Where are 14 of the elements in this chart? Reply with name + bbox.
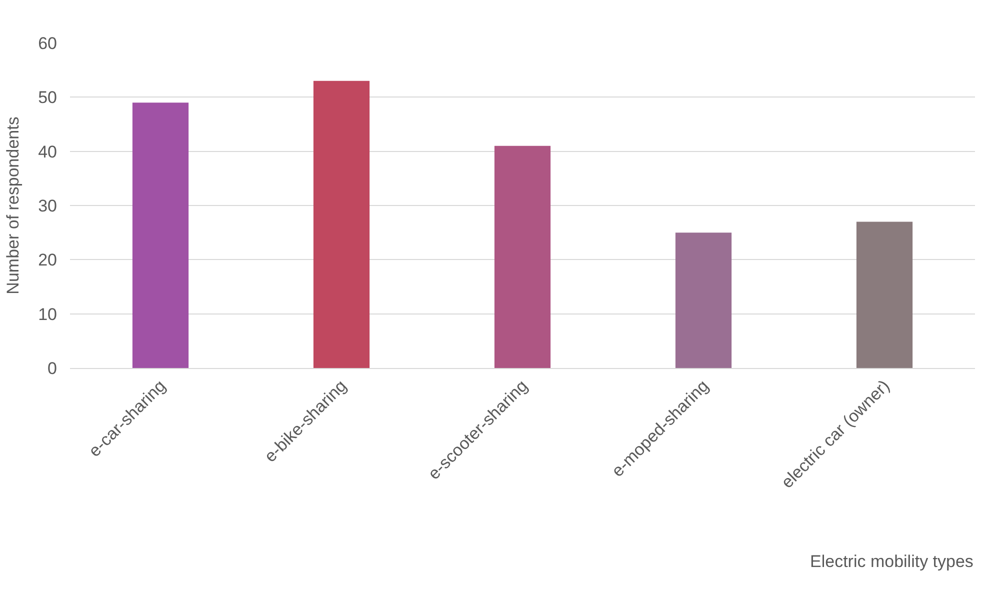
y-tick-label: 50 bbox=[38, 88, 57, 108]
bar bbox=[675, 232, 732, 368]
bar bbox=[313, 80, 370, 368]
y-tick-label: 20 bbox=[38, 250, 57, 270]
bar bbox=[494, 146, 551, 368]
bar bbox=[132, 102, 189, 368]
y-tick-label: 40 bbox=[38, 142, 57, 162]
y-axis-title: Number of respondents bbox=[4, 116, 23, 294]
text: Electric mobility types bbox=[810, 552, 974, 571]
bar bbox=[856, 222, 913, 368]
y-tick-label: 30 bbox=[38, 196, 57, 216]
y-tick-label: 60 bbox=[38, 34, 57, 53]
y-tick-label: 0 bbox=[48, 358, 57, 378]
y-tick-label: 10 bbox=[38, 304, 57, 324]
